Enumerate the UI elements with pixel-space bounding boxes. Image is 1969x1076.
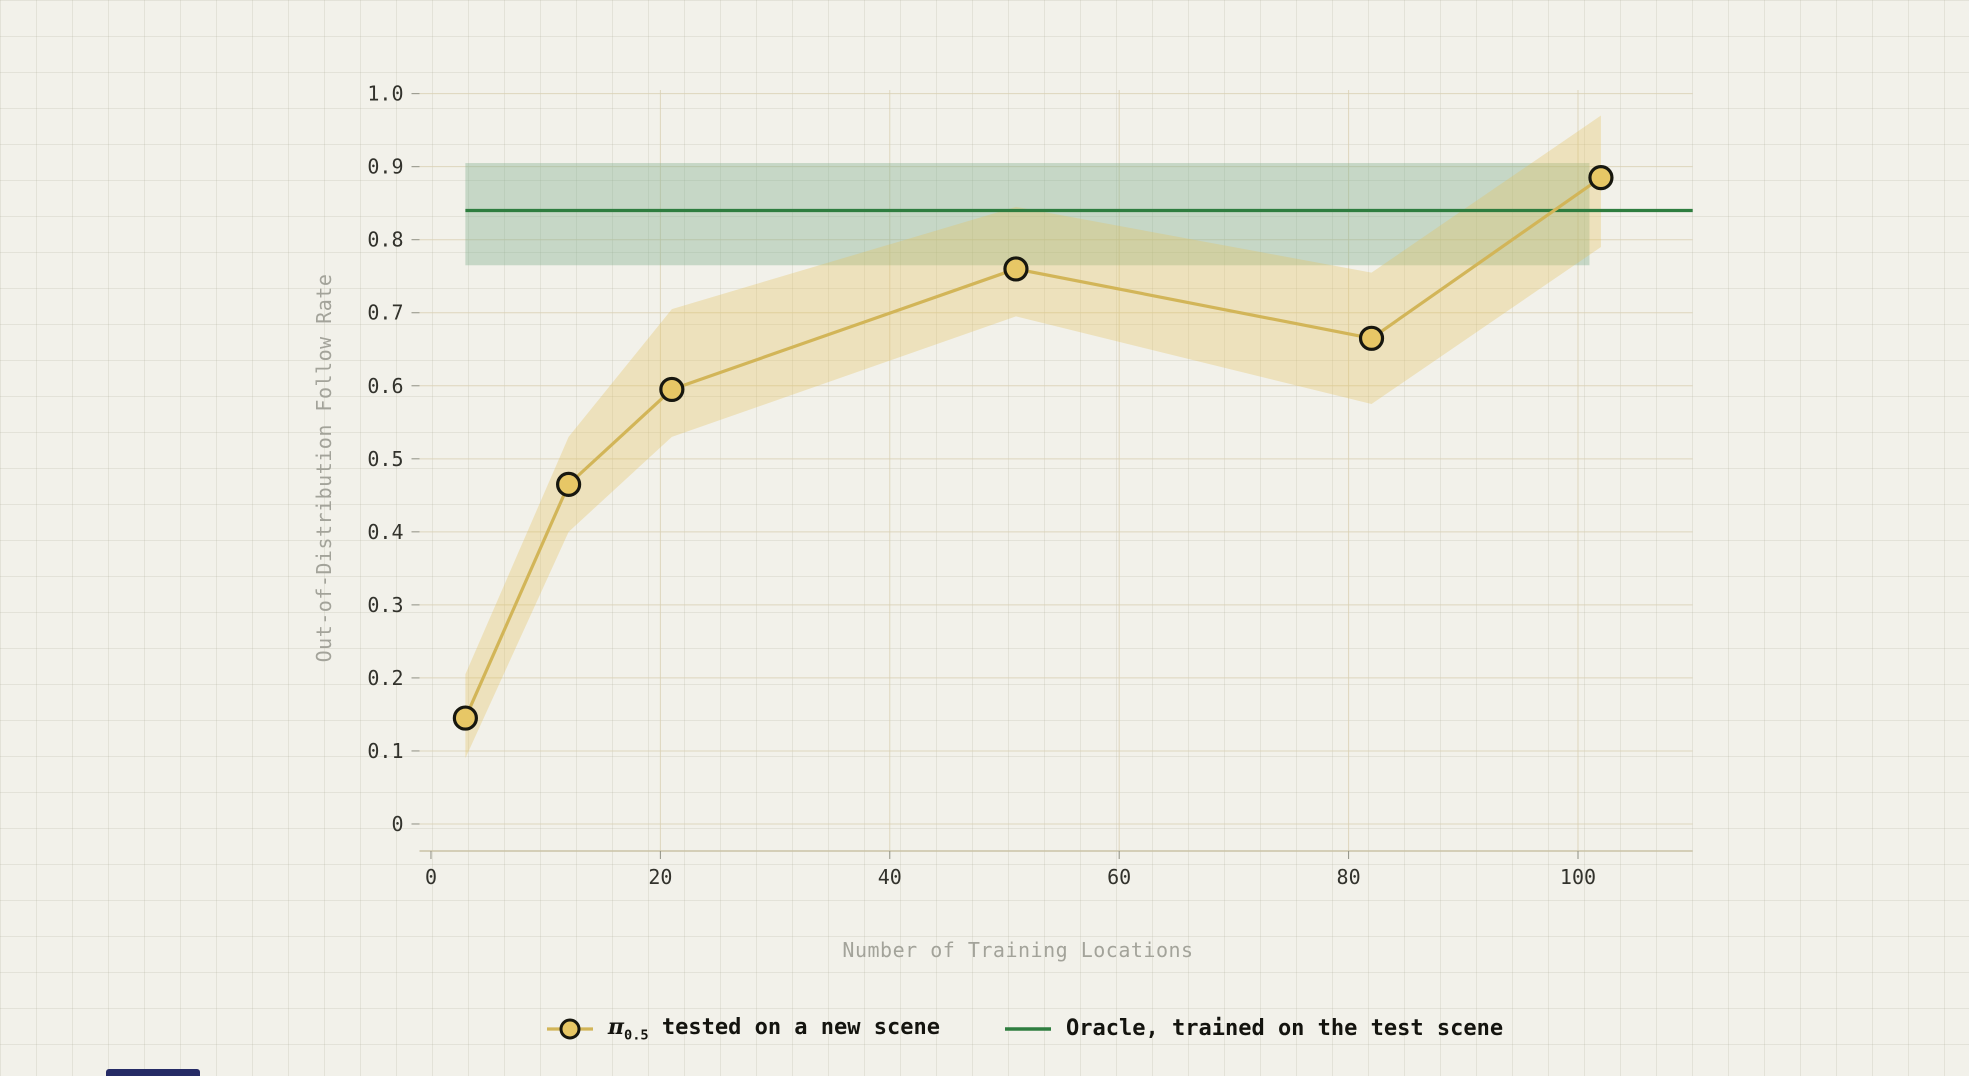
svg-text:40: 40 xyxy=(878,865,902,889)
y-axis-title: Out-of-Distribution Follow Rate xyxy=(312,273,336,663)
legend-item-policy: π0.5 tested on a new scene xyxy=(546,1014,940,1043)
legend-label-policy: π0.5 tested on a new scene xyxy=(608,1014,940,1043)
legend: π0.5 tested on a new scene Oracle, train… xyxy=(40,1014,1969,1043)
svg-text:0.4: 0.4 xyxy=(367,520,403,544)
pi-symbol: π xyxy=(607,1014,624,1040)
svg-text:0.1: 0.1 xyxy=(367,739,403,763)
svg-text:0.2: 0.2 xyxy=(367,666,403,690)
line-marker-glyph xyxy=(546,1018,593,1040)
legend-policy-marker xyxy=(559,1018,581,1040)
legend-label-oracle: Oracle, trained on the test scene xyxy=(1066,1016,1504,1042)
legend-policy-text: tested on a new scene xyxy=(648,1015,941,1040)
pi-subscript: 0.5 xyxy=(624,1027,649,1044)
svg-text:0.7: 0.7 xyxy=(367,301,403,325)
svg-text:0: 0 xyxy=(425,865,437,889)
svg-text:0.6: 0.6 xyxy=(367,374,403,398)
svg-text:0.9: 0.9 xyxy=(367,155,403,179)
svg-text:1.0: 1.0 xyxy=(367,82,403,106)
line-glyph xyxy=(1005,1026,1052,1031)
svg-text:80: 80 xyxy=(1337,865,1361,889)
svg-text:0.8: 0.8 xyxy=(367,228,403,252)
partial-bottom-element xyxy=(106,1069,200,1076)
x-axis-title: Number of Training Locations xyxy=(842,938,1194,962)
svg-text:0: 0 xyxy=(391,812,403,836)
svg-text:100: 100 xyxy=(1560,865,1596,889)
svg-text:0.5: 0.5 xyxy=(367,447,403,471)
svg-text:60: 60 xyxy=(1107,865,1131,889)
svg-text:0.3: 0.3 xyxy=(367,593,403,617)
svg-text:20: 20 xyxy=(648,865,672,889)
legend-item-oracle: Oracle, trained on the test scene xyxy=(1004,1016,1503,1042)
